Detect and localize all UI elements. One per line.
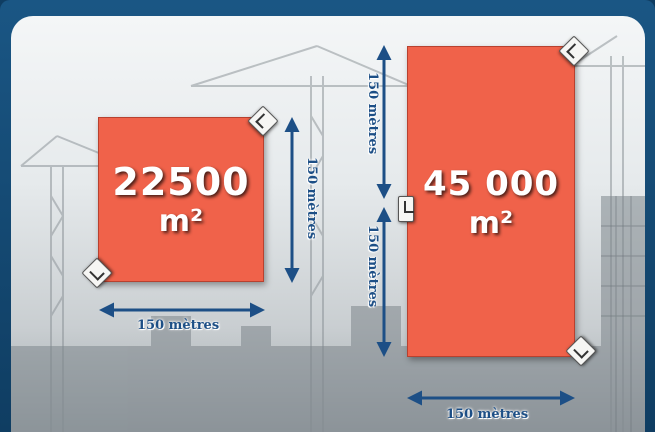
small-area-unit: m² — [158, 203, 204, 239]
large-area-value: 45 000 — [422, 163, 560, 204]
small-area-block: 22500 m² — [98, 117, 264, 282]
large-area-unit: m² — [468, 205, 514, 241]
corner-marker-icon — [398, 196, 414, 222]
large-height-top-label: 150 mètres — [365, 72, 380, 155]
small-width-label: 150 mètres — [137, 318, 220, 333]
construction-crane-background — [11, 35, 645, 432]
large-area-block: 45 000 m² — [407, 46, 575, 357]
small-area-value: 22500 — [112, 159, 250, 204]
large-width-label: 150 mètres — [446, 407, 529, 422]
large-height-bottom-label: 150 mètres — [365, 225, 380, 308]
small-height-label: 150 mètres — [304, 157, 319, 240]
